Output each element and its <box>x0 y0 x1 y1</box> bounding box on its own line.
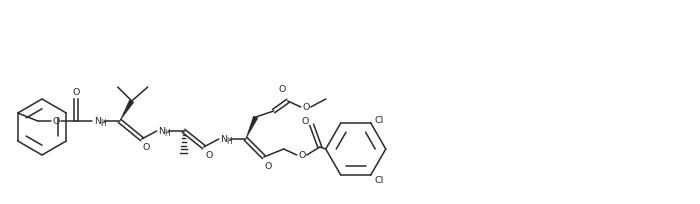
Text: N: N <box>220 135 228 144</box>
Polygon shape <box>246 116 258 139</box>
Polygon shape <box>120 100 134 121</box>
Text: O: O <box>52 117 60 126</box>
Text: N: N <box>158 127 165 136</box>
Text: O: O <box>264 162 272 171</box>
Text: O: O <box>302 103 309 112</box>
Text: Cl: Cl <box>374 115 384 124</box>
Text: Cl: Cl <box>374 176 384 185</box>
Text: N: N <box>94 117 101 126</box>
Text: H: H <box>164 129 170 138</box>
Text: O: O <box>301 117 309 126</box>
Text: H: H <box>100 119 106 128</box>
Text: O: O <box>72 88 79 97</box>
Text: O: O <box>205 151 212 160</box>
Text: O: O <box>298 151 305 160</box>
Text: H: H <box>226 137 232 146</box>
Text: O: O <box>278 85 286 94</box>
Text: O: O <box>142 143 149 152</box>
